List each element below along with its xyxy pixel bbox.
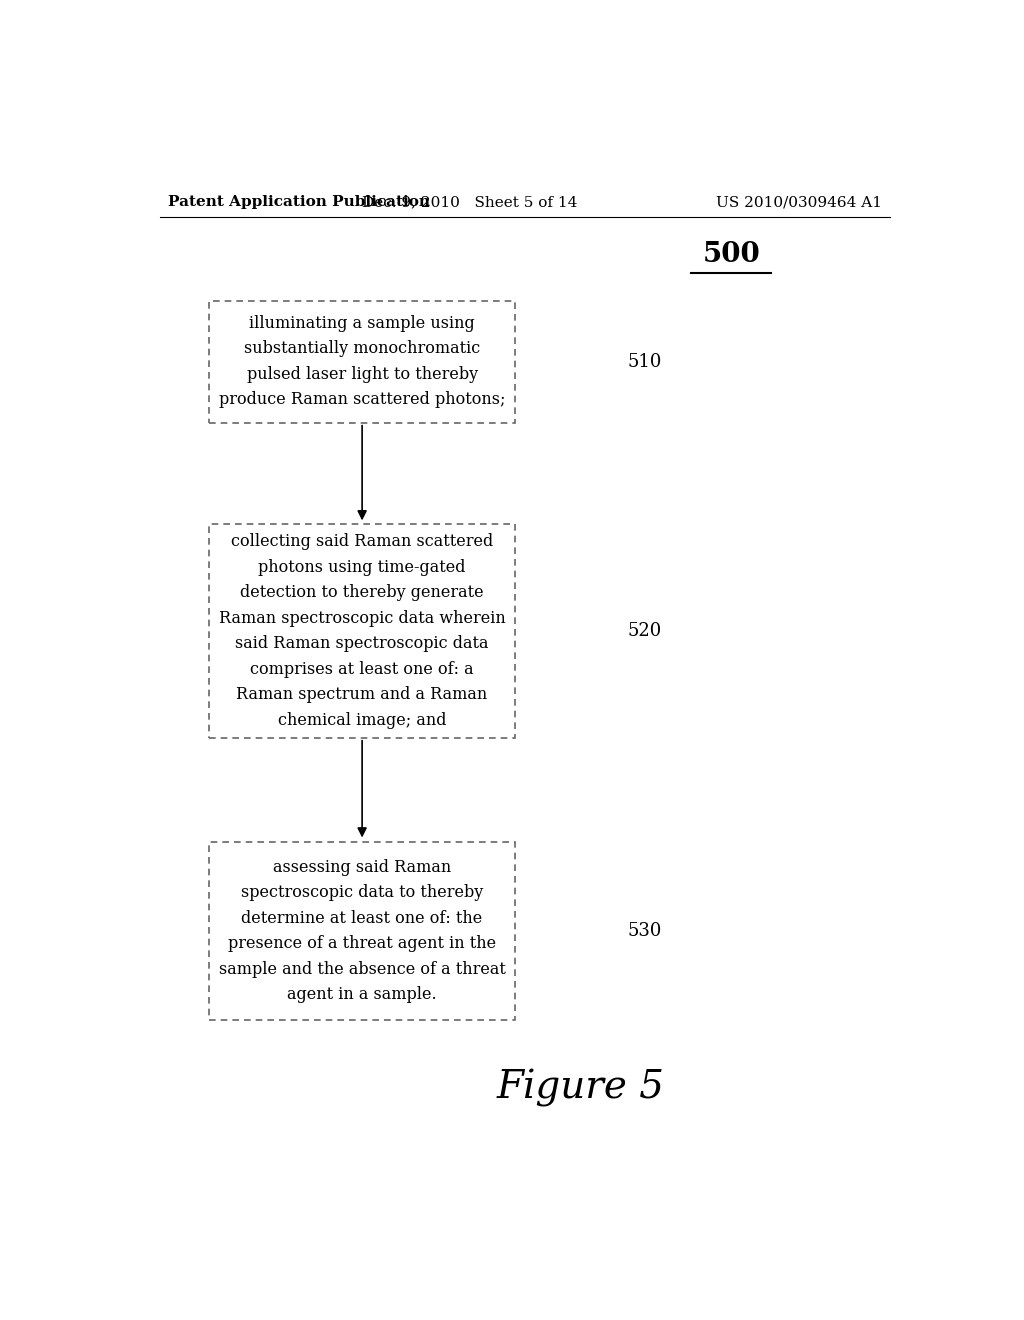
Text: 510: 510 — [628, 352, 663, 371]
Text: 520: 520 — [628, 622, 663, 640]
Text: 530: 530 — [628, 921, 663, 940]
Text: collecting said Raman scattered
photons using time-gated
detection to thereby ge: collecting said Raman scattered photons … — [219, 533, 506, 729]
Text: Patent Application Publication: Patent Application Publication — [168, 195, 430, 209]
Text: assessing said Raman
spectroscopic data to thereby
determine at least one of: th: assessing said Raman spectroscopic data … — [219, 859, 506, 1003]
Bar — [209, 301, 515, 422]
Bar — [209, 842, 515, 1020]
Text: US 2010/0309464 A1: US 2010/0309464 A1 — [716, 195, 882, 209]
Text: 500: 500 — [702, 242, 760, 268]
Bar — [209, 524, 515, 738]
Text: illuminating a sample using
substantially monochromatic
pulsed laser light to th: illuminating a sample using substantiall… — [219, 315, 506, 408]
Text: Figure 5: Figure 5 — [497, 1069, 665, 1107]
Text: Dec. 9, 2010   Sheet 5 of 14: Dec. 9, 2010 Sheet 5 of 14 — [361, 195, 577, 209]
